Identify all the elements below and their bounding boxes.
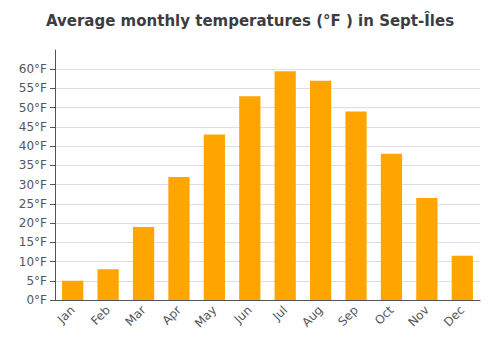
svg-text:10°F: 10°F xyxy=(19,255,47,269)
svg-text:40°F: 40°F xyxy=(19,139,47,153)
svg-text:Feb: Feb xyxy=(88,303,113,328)
svg-text:Jul: Jul xyxy=(269,303,290,324)
svg-text:Oct: Oct xyxy=(372,303,397,328)
svg-text:Aug: Aug xyxy=(299,303,325,329)
svg-text:Apr: Apr xyxy=(159,303,184,328)
svg-text:Jan: Jan xyxy=(54,303,78,327)
svg-text:Mar: Mar xyxy=(123,303,149,329)
svg-text:Dec: Dec xyxy=(441,303,467,329)
svg-text:60°F: 60°F xyxy=(19,62,47,76)
svg-text:50°F: 50°F xyxy=(19,101,47,115)
svg-text:15°F: 15°F xyxy=(19,235,47,249)
svg-text:45°F: 45°F xyxy=(19,120,47,134)
svg-text:5°F: 5°F xyxy=(26,274,47,288)
svg-text:20°F: 20°F xyxy=(19,216,47,230)
svg-text:30°F: 30°F xyxy=(19,178,47,192)
svg-text:Average monthly temperatures (: Average monthly temperatures (°F ) in Se… xyxy=(46,11,454,30)
svg-text:35°F: 35°F xyxy=(19,158,47,172)
svg-text:25°F: 25°F xyxy=(19,197,47,211)
svg-text:55°F: 55°F xyxy=(19,81,47,95)
svg-text:Sep: Sep xyxy=(335,303,361,329)
svg-text:0°F: 0°F xyxy=(26,293,47,307)
svg-text:Nov: Nov xyxy=(405,303,431,329)
svg-text:Jun: Jun xyxy=(231,303,255,327)
svg-text:May: May xyxy=(192,303,219,330)
